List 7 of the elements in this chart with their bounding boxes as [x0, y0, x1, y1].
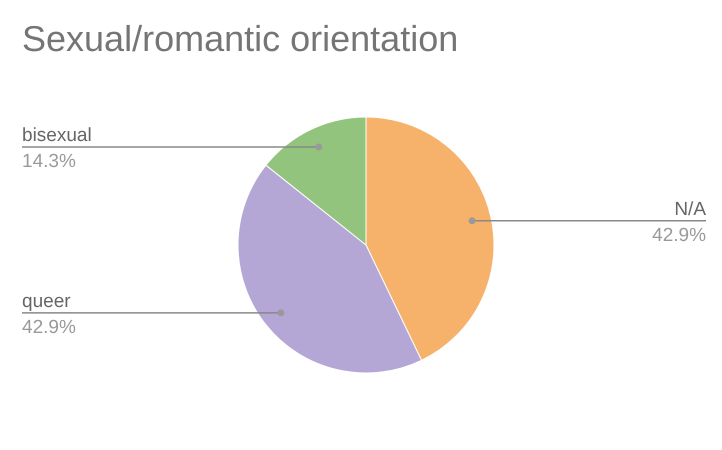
- data-label: 14.3%: [22, 150, 76, 172]
- slice-label: bisexual: [22, 124, 92, 146]
- data-label: 42.9%: [22, 316, 76, 338]
- slice-label: N/A: [674, 198, 706, 220]
- slice-label: queer: [22, 290, 72, 312]
- chart-title: Sexual/romantic orientation: [22, 18, 458, 60]
- data-label: 42.9%: [652, 224, 706, 246]
